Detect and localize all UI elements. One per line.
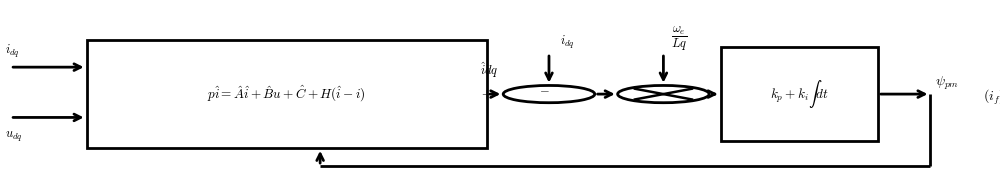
Text: $(i_f)$: $(i_f)$ xyxy=(983,88,1000,107)
Text: $p\hat{i}=\hat{A}\hat{i}+\hat{B}u+\hat{C}+H(\hat{i}-i)$: $p\hat{i}=\hat{A}\hat{i}+\hat{B}u+\hat{C… xyxy=(207,84,366,104)
Text: $u_{dq}$: $u_{dq}$ xyxy=(5,130,23,144)
Text: $k_p+k_i\int dt$: $k_p+k_i\int dt$ xyxy=(770,78,829,110)
Text: $+$: $+$ xyxy=(481,89,492,102)
Text: $i_{dq}$: $i_{dq}$ xyxy=(560,34,575,51)
Bar xyxy=(87,40,487,148)
Text: $\psi_{pm}$: $\psi_{pm}$ xyxy=(935,75,959,92)
Text: $\hat{i}dq$: $\hat{i}dq$ xyxy=(480,60,498,80)
Text: $-$: $-$ xyxy=(539,84,550,97)
Text: $i_{dq}$: $i_{dq}$ xyxy=(5,43,20,60)
Text: $\dfrac{\omega_e}{Lq}$: $\dfrac{\omega_e}{Lq}$ xyxy=(671,25,687,53)
Bar xyxy=(721,47,878,141)
